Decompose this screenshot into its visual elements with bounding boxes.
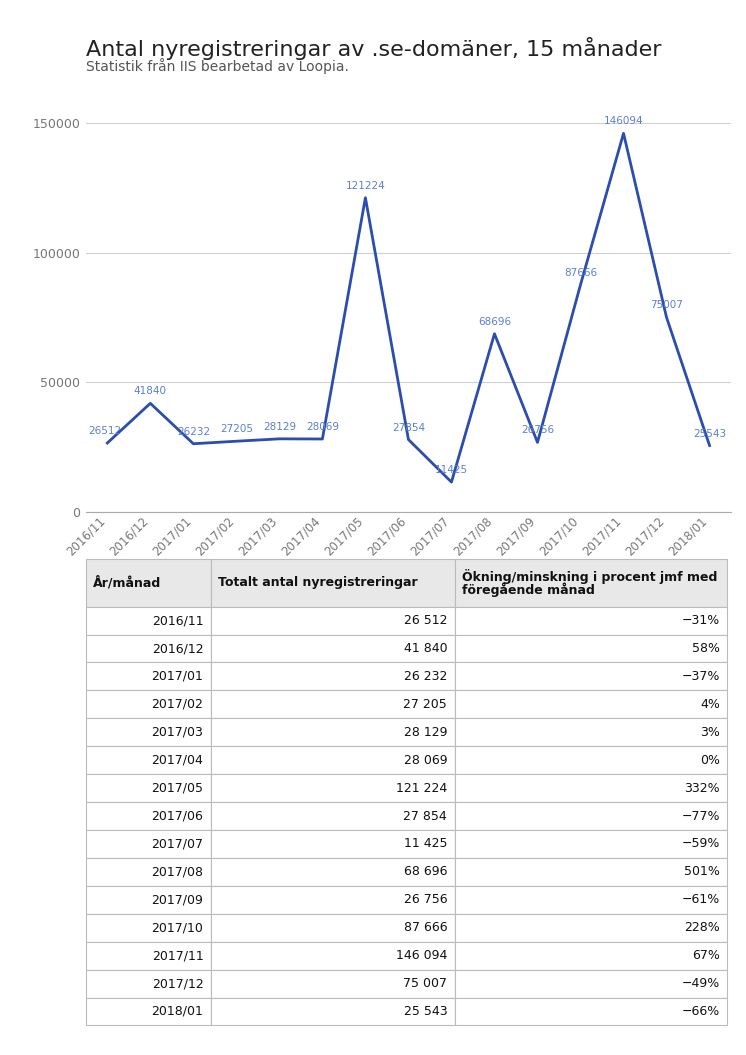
Text: −77%: −77%	[681, 809, 720, 823]
Text: 28 069: 28 069	[404, 753, 447, 767]
Text: 2017/04: 2017/04	[151, 753, 204, 767]
Text: 41 840: 41 840	[404, 642, 447, 655]
Text: 2017/06: 2017/06	[151, 809, 204, 823]
Text: 2017/01: 2017/01	[151, 670, 204, 683]
Text: 332%: 332%	[684, 782, 720, 794]
Text: 25543: 25543	[693, 428, 726, 439]
Text: 25 543: 25 543	[404, 1005, 447, 1018]
Text: Antal nyregistreringar av .se-domäner, 15 månader: Antal nyregistreringar av .se-domäner, 1…	[86, 37, 661, 60]
Text: 2017/05: 2017/05	[151, 782, 204, 794]
Text: 26512: 26512	[88, 426, 121, 436]
Text: 2017/10: 2017/10	[151, 921, 204, 935]
Text: föregående månad: föregående månad	[462, 582, 595, 596]
Text: 0%: 0%	[700, 753, 720, 767]
Text: Totalt antal nyregistreringar: Totalt antal nyregistreringar	[219, 576, 418, 590]
Text: 87666: 87666	[564, 268, 597, 277]
Text: 2017/12: 2017/12	[151, 977, 204, 990]
Text: 27 854: 27 854	[404, 809, 447, 823]
Text: −61%: −61%	[682, 894, 720, 906]
Text: 2016/11: 2016/11	[151, 614, 204, 627]
Text: 228%: 228%	[684, 921, 720, 935]
Text: 2017/11: 2017/11	[151, 950, 204, 962]
Text: 121224: 121224	[345, 180, 385, 191]
Text: 2016/12: 2016/12	[151, 642, 204, 655]
Text: 27205: 27205	[220, 424, 253, 435]
Text: Ökning/minskning i procent jmf med: Ökning/minskning i procent jmf med	[462, 569, 718, 584]
Text: 28 129: 28 129	[404, 726, 447, 738]
Text: 146 094: 146 094	[396, 950, 447, 962]
Text: 26 232: 26 232	[404, 670, 447, 683]
Text: −49%: −49%	[682, 977, 720, 990]
Text: 26 512: 26 512	[404, 614, 447, 627]
Text: 68 696: 68 696	[404, 865, 447, 879]
Text: 2017/09: 2017/09	[151, 894, 204, 906]
Text: 27854: 27854	[392, 423, 425, 433]
Text: Statistik från IIS bearbetad av Loopia.: Statistik från IIS bearbetad av Loopia.	[86, 58, 348, 74]
Text: År/månad: År/månad	[93, 576, 161, 590]
Text: 11425: 11425	[435, 465, 468, 475]
Text: 4%: 4%	[700, 697, 720, 711]
Text: 26232: 26232	[177, 427, 210, 437]
Text: 3%: 3%	[700, 726, 720, 738]
Text: −59%: −59%	[682, 838, 720, 850]
Text: 27 205: 27 205	[404, 697, 447, 711]
Text: 2017/08: 2017/08	[151, 865, 204, 879]
Text: 75007: 75007	[650, 301, 683, 310]
Text: −37%: −37%	[682, 670, 720, 683]
Text: 87 666: 87 666	[404, 921, 447, 935]
Text: 26756: 26756	[521, 425, 554, 436]
Text: 75 007: 75 007	[404, 977, 447, 990]
Text: 146094: 146094	[604, 116, 643, 127]
Text: 68696: 68696	[478, 316, 511, 327]
Text: −31%: −31%	[682, 614, 720, 627]
Text: 58%: 58%	[692, 642, 720, 655]
Text: 2018/01: 2018/01	[151, 1005, 204, 1018]
Text: 2017/03: 2017/03	[151, 726, 204, 738]
Text: −66%: −66%	[682, 1005, 720, 1018]
Text: 67%: 67%	[692, 950, 720, 962]
Text: 2017/07: 2017/07	[151, 838, 204, 850]
Text: 501%: 501%	[684, 865, 720, 879]
Text: 28069: 28069	[306, 422, 339, 433]
Text: 26 756: 26 756	[404, 894, 447, 906]
Text: 11 425: 11 425	[404, 838, 447, 850]
Text: 2017/02: 2017/02	[151, 697, 204, 711]
Text: 28129: 28129	[263, 422, 296, 431]
Text: 121 224: 121 224	[396, 782, 447, 794]
Text: 41840: 41840	[134, 386, 167, 397]
